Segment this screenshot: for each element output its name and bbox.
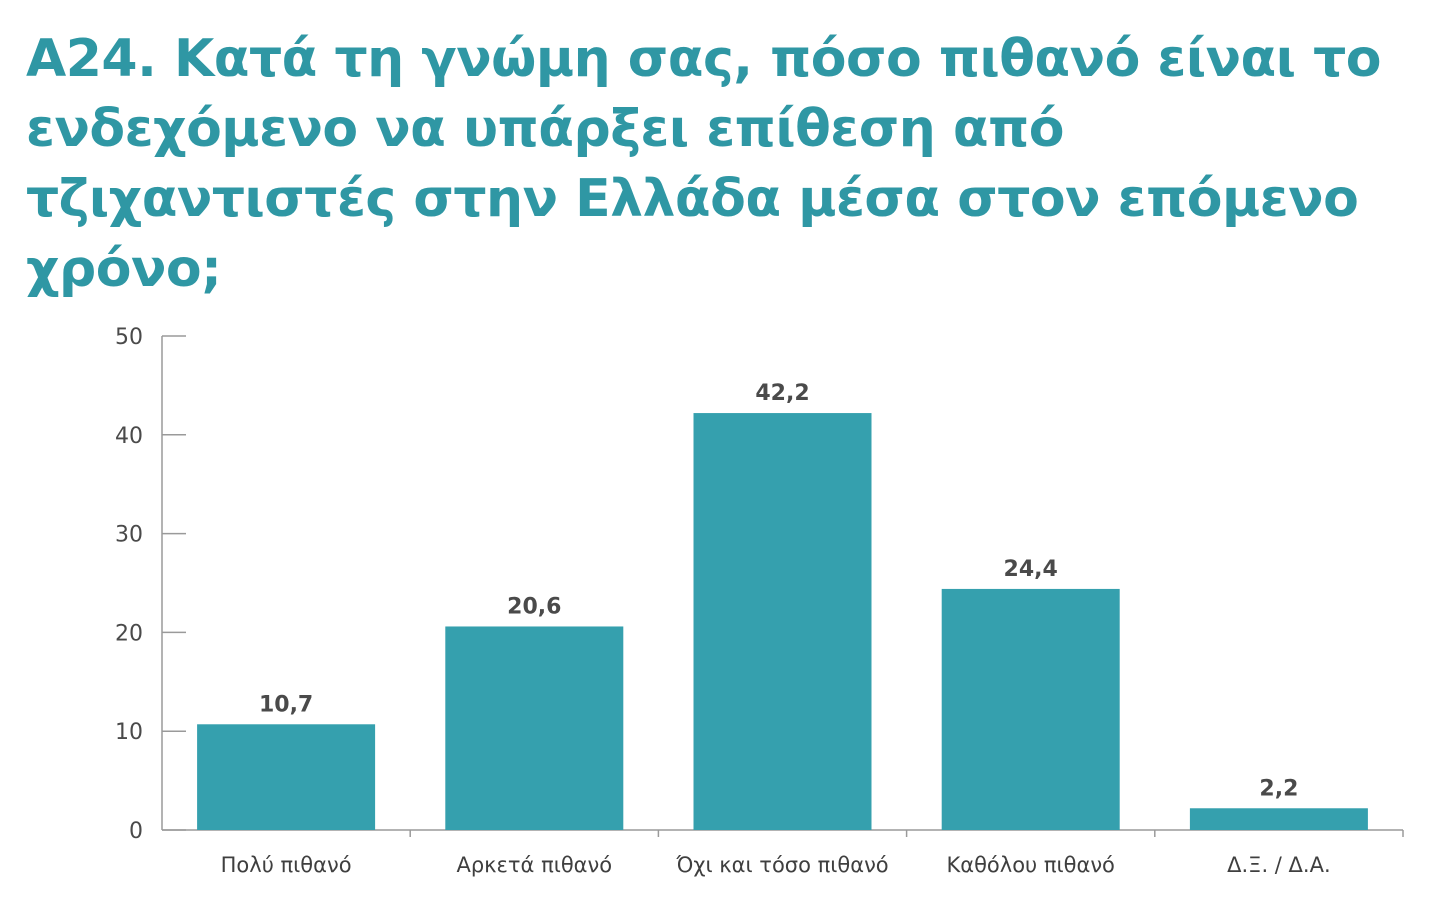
chart-bars xyxy=(197,413,1368,830)
category-label: Καθόλου πιθανό xyxy=(946,853,1114,877)
category-label: Πολύ πιθανό xyxy=(221,853,352,877)
y-tick-label: 30 xyxy=(115,523,143,548)
y-tick-label: 20 xyxy=(115,621,143,646)
category-label: Όχι και τόσο πιθανό xyxy=(675,853,888,877)
y-tick-label: 0 xyxy=(129,819,143,844)
bar xyxy=(197,724,376,830)
y-tick-label: 10 xyxy=(115,720,143,745)
bar-value-label: 42,2 xyxy=(755,381,809,406)
bar xyxy=(445,626,624,830)
bar xyxy=(1189,808,1368,830)
bar-value-label: 24,4 xyxy=(1004,557,1058,582)
bar xyxy=(693,413,872,830)
bar-value-label: 2,2 xyxy=(1259,776,1298,801)
chart-title: Α24. Κατά τη γνώμη σας, πόσο πιθανό είνα… xyxy=(26,29,1382,299)
bar-value-label: 20,6 xyxy=(507,594,561,619)
bar-value-label: 10,7 xyxy=(259,692,313,717)
y-tick-label: 50 xyxy=(115,325,143,350)
chart-labels: 10,7 Πολύ πιθανό 20,6 Αρκετά πιθανό 42,2 Όχι … xyxy=(221,381,1331,877)
category-label: Δ.Ξ. / Δ.Α. xyxy=(1227,853,1331,877)
y-tick-label: 40 xyxy=(115,424,143,449)
category-label: Αρκετά πιθανό xyxy=(456,853,612,877)
bar xyxy=(941,588,1120,830)
